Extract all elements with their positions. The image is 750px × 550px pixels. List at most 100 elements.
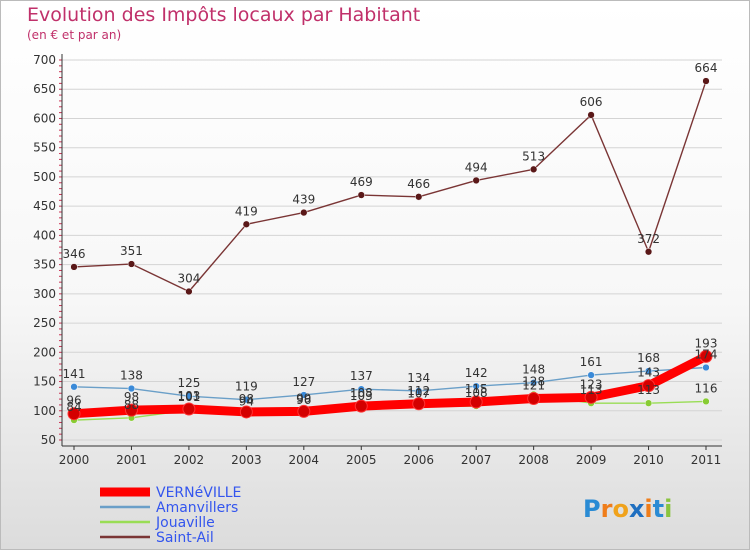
- data-point: [300, 208, 308, 217]
- data-label: 372: [637, 232, 660, 246]
- data-label: 99: [296, 391, 311, 405]
- x-tick-label: 2006: [403, 453, 434, 467]
- data-point: [127, 384, 136, 393]
- x-tick-label: 2004: [289, 453, 320, 467]
- data-label: 351: [120, 244, 143, 258]
- data-label: 439: [292, 193, 315, 207]
- data-label: 513: [522, 149, 545, 163]
- y-tick-label: 400: [33, 228, 56, 242]
- data-label: 119: [235, 380, 258, 394]
- x-tick-label: 2003: [231, 453, 262, 467]
- data-point: [644, 367, 653, 375]
- data-label: 125: [177, 376, 200, 390]
- y-tick-label: 450: [33, 199, 56, 213]
- data-point: [472, 176, 480, 185]
- data-point: [642, 379, 656, 393]
- brand-letter: i: [644, 495, 652, 523]
- data-label: 138: [120, 369, 143, 383]
- data-label: 96: [296, 393, 311, 407]
- data-point: [357, 385, 365, 393]
- data-label: 142: [465, 366, 488, 380]
- data-label: 108: [350, 386, 373, 400]
- data-point: [412, 397, 426, 411]
- data-point: [644, 399, 653, 407]
- data-point: [300, 391, 308, 399]
- x-tick-label: 2010: [633, 453, 664, 467]
- data-point: [127, 260, 136, 268]
- legend-item: Jouaville: [155, 515, 215, 531]
- data-point: [185, 287, 193, 296]
- y-tick-label: 350: [33, 258, 56, 272]
- x-tick-label: 2002: [174, 453, 205, 467]
- data-point: [185, 392, 193, 400]
- data-point: [70, 383, 78, 391]
- data-point: [472, 382, 480, 390]
- data-label: 84: [66, 400, 81, 414]
- series-line: [69, 351, 711, 419]
- data-point: [529, 165, 538, 173]
- data-point: [70, 263, 78, 271]
- data-point: [124, 403, 138, 417]
- data-point: [702, 363, 710, 372]
- series-saint-ail: [70, 77, 710, 296]
- data-label: 494: [465, 160, 488, 174]
- data-point: [242, 220, 251, 228]
- data-label: 116: [695, 381, 718, 395]
- data-label: 346: [63, 247, 86, 261]
- data-label: 107: [407, 387, 430, 401]
- y-tick-label: 650: [33, 82, 56, 96]
- brand-letter: P: [583, 495, 601, 523]
- data-point: [584, 390, 598, 404]
- data-label: 98: [239, 392, 254, 406]
- series-vern-ville: [67, 349, 713, 421]
- y-tick-label: 500: [33, 170, 56, 184]
- brand-letter: i: [664, 495, 672, 523]
- y-tick-label: 550: [33, 141, 56, 155]
- data-label: 101: [177, 390, 200, 404]
- x-tick-label: 2007: [461, 453, 492, 467]
- y-tick-label: 100: [33, 404, 56, 418]
- data-point: [644, 248, 653, 256]
- data-point: [242, 396, 251, 404]
- data-label: 113: [580, 383, 603, 397]
- series-line: [73, 366, 707, 401]
- data-label: 466: [407, 177, 430, 191]
- x-tick-label: 2005: [346, 453, 377, 467]
- data-label: 103: [177, 389, 200, 403]
- x-tick-label: 2000: [59, 453, 90, 467]
- data-label: 103: [350, 389, 373, 403]
- chart-subtitle: (en € et par an): [27, 28, 122, 42]
- data-label: 141: [63, 367, 86, 381]
- series-line: [73, 80, 707, 293]
- data-label: 137: [350, 369, 373, 383]
- y-tick-label: 200: [33, 345, 56, 359]
- data-label: 161: [580, 355, 603, 369]
- data-label: 127: [292, 375, 315, 389]
- data-label: 469: [350, 175, 373, 189]
- data-point: [415, 387, 423, 395]
- data-point: [469, 395, 483, 409]
- brand-logo: Proxiti: [583, 495, 672, 523]
- y-tick-label: 700: [33, 53, 56, 67]
- data-label: 128: [522, 374, 545, 388]
- data-label: 148: [522, 363, 545, 377]
- brand-letter: r: [601, 495, 613, 523]
- data-label: 96: [66, 394, 81, 408]
- brand-letter: o: [612, 495, 629, 523]
- data-point: [415, 193, 423, 201]
- x-tick-label: 2009: [576, 453, 607, 467]
- y-tick-label: 150: [33, 375, 56, 389]
- brand-letter: x: [629, 495, 645, 523]
- series-amanvillers: [70, 363, 710, 404]
- data-label: 143: [637, 366, 660, 380]
- data-label: 168: [637, 351, 660, 365]
- data-label: 113: [637, 383, 660, 397]
- data-point: [587, 371, 595, 379]
- legend-item: VERNéVILLE: [156, 485, 241, 501]
- data-label: 88: [124, 398, 139, 412]
- data-label: 664: [695, 61, 718, 75]
- data-point: [354, 399, 368, 413]
- data-label: 115: [465, 382, 488, 396]
- data-point: [239, 405, 253, 419]
